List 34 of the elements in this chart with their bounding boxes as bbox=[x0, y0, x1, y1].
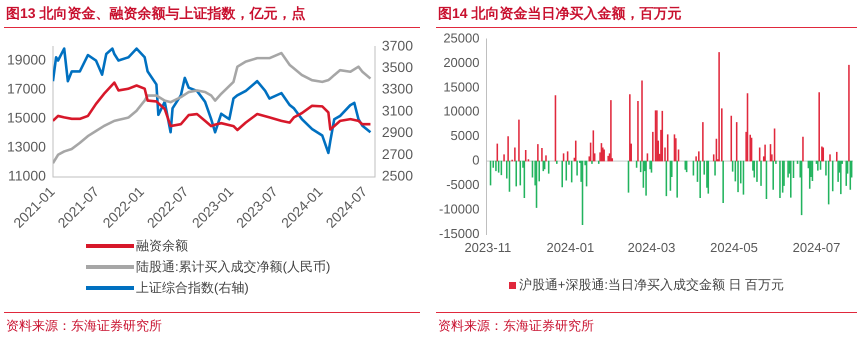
x-tick-label: 2024-01 bbox=[546, 240, 594, 255]
y-tick-label: 17000 bbox=[6, 80, 46, 97]
y2-tick-label: 3700 bbox=[382, 37, 414, 54]
legend-label: 上证综合指数(右轴) bbox=[136, 279, 249, 297]
x-tick-label: 2024-07 bbox=[792, 240, 840, 255]
legend-label: 陆股通:累计买入成交净额(人民币) bbox=[136, 258, 330, 276]
y-tick-label: 0 bbox=[472, 152, 480, 168]
y2-tick-label: 2900 bbox=[382, 124, 414, 140]
y2-tick-label: 3500 bbox=[382, 58, 414, 75]
y-tick-label: 20000 bbox=[443, 54, 480, 70]
legend-label: 融资余额 bbox=[136, 237, 188, 255]
y2-tick-label: 2500 bbox=[382, 168, 414, 184]
y-tick-label: 11000 bbox=[8, 168, 46, 184]
y-tick-label: 15000 bbox=[6, 110, 46, 126]
y-tick-label: 25000 bbox=[443, 30, 480, 46]
y-tick-label: 19000 bbox=[6, 52, 46, 68]
y-tick-label: -15000 bbox=[438, 226, 480, 241]
chart-title: 图14 北向资金当日净买入金额，百万元 bbox=[438, 5, 682, 23]
y2-tick-label: 3100 bbox=[382, 102, 414, 118]
x-tick-label: 2024-05 bbox=[710, 240, 758, 255]
x-tick-label: 2024-03 bbox=[628, 240, 676, 255]
y-tick-label: -5000 bbox=[446, 177, 480, 192]
y-tick-label: 10000 bbox=[443, 104, 480, 119]
chart-title: 图13 北向资金、融资余额与上证指数，亿元，点 bbox=[6, 5, 306, 23]
y-tick-label: 15000 bbox=[443, 79, 480, 94]
text: 资料来源：东海证券研究所 bbox=[6, 317, 162, 335]
y2-tick-label: 2700 bbox=[382, 146, 414, 162]
x-tick-label: 2023-11 bbox=[464, 240, 512, 255]
y-tick-label: 13000 bbox=[6, 138, 46, 155]
legend-label: 沪股通+深股通:当日净买入成交金额 日 百万元 bbox=[518, 276, 784, 294]
y-tick-label: -10000 bbox=[438, 202, 480, 217]
y2-tick-label: 3300 bbox=[382, 80, 414, 97]
y-tick-label: 5000 bbox=[450, 128, 480, 144]
text: 资料来源：东海证券研究所 bbox=[438, 317, 594, 335]
